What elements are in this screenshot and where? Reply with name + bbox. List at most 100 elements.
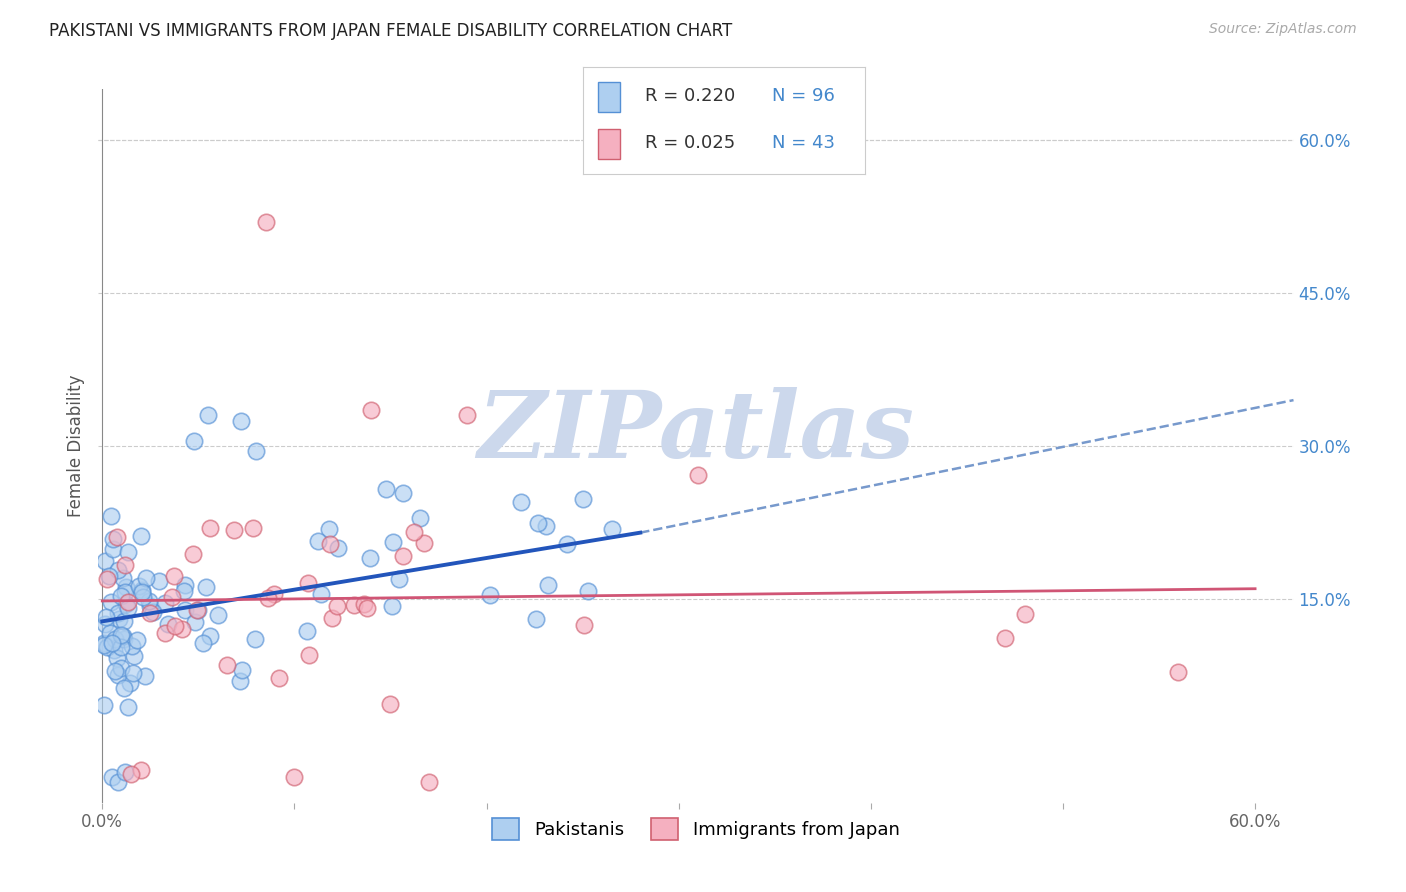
Point [231, 663, 253, 677]
Point [254, 215, 277, 229]
Point [114, 584, 136, 599]
Point [134, 668, 156, 682]
Point [132, 591, 155, 605]
Text: N = 96: N = 96 [772, 87, 835, 105]
Point [93, 639, 115, 653]
Point [172, 622, 194, 636]
Point [163, 568, 186, 582]
Point [359, 551, 381, 566]
Text: N = 43: N = 43 [772, 135, 835, 153]
Point [456, 409, 478, 423]
Point [117, 595, 139, 609]
Point [101, 542, 124, 557]
Point [510, 495, 533, 509]
Point [342, 599, 364, 613]
Point [392, 486, 415, 500]
Point [356, 600, 378, 615]
Point [197, 409, 219, 423]
Y-axis label: Female Disability: Female Disability [66, 375, 84, 517]
Point [572, 491, 595, 506]
Point [110, 589, 132, 603]
Point [118, 676, 141, 690]
Point [267, 671, 290, 685]
Point [117, 699, 139, 714]
Point [198, 629, 221, 643]
Point [112, 615, 135, 629]
Point [194, 580, 217, 594]
Point [409, 511, 432, 525]
Point [108, 612, 131, 626]
Point [391, 549, 413, 564]
Point [686, 467, 709, 482]
Point [112, 681, 135, 695]
Point [263, 587, 285, 601]
Point [117, 544, 139, 558]
Point [112, 629, 135, 643]
Point [994, 631, 1017, 645]
Point [537, 578, 560, 592]
Point [112, 632, 135, 646]
Point [326, 541, 349, 555]
Point [321, 611, 343, 625]
Point [93, 698, 115, 712]
Point [215, 658, 238, 673]
Point [536, 519, 558, 533]
Point [114, 558, 136, 573]
Point [100, 595, 122, 609]
Point [138, 593, 160, 607]
Point [198, 520, 221, 534]
Point [207, 607, 229, 622]
Point [222, 523, 245, 537]
Point [413, 536, 436, 550]
Text: R = 0.220: R = 0.220 [645, 87, 735, 105]
Point [173, 584, 195, 599]
Point [94, 609, 117, 624]
Point [479, 588, 502, 602]
Point [381, 534, 404, 549]
Point [186, 603, 208, 617]
Point [326, 599, 349, 613]
Point [101, 770, 124, 784]
Point [318, 522, 340, 536]
Point [311, 587, 333, 601]
Point [105, 650, 128, 665]
Point [183, 547, 205, 561]
Point [298, 648, 321, 662]
Point [245, 444, 267, 458]
Text: R = 0.025: R = 0.025 [645, 135, 735, 153]
Point [117, 600, 139, 615]
Point [576, 583, 599, 598]
Point [156, 616, 179, 631]
Point [142, 605, 165, 619]
Point [107, 563, 129, 577]
Point [110, 628, 132, 642]
Point [360, 403, 382, 417]
Point [526, 612, 548, 626]
Point [135, 571, 157, 585]
Point [125, 632, 148, 647]
Point [555, 537, 578, 551]
Point [374, 483, 396, 497]
Point [319, 537, 342, 551]
Point [115, 580, 138, 594]
Point [572, 618, 595, 632]
Point [1167, 665, 1189, 680]
Point [184, 615, 207, 629]
Point [103, 533, 125, 547]
Point [94, 554, 117, 568]
Point [122, 648, 145, 663]
Text: ZIPatlas: ZIPatlas [478, 387, 914, 476]
Point [380, 599, 402, 613]
Point [98, 626, 121, 640]
Point [96, 572, 118, 586]
Point [105, 530, 128, 544]
Point [139, 607, 162, 621]
Point [122, 666, 145, 681]
Point [174, 603, 197, 617]
Point [139, 599, 162, 614]
Point [107, 606, 129, 620]
Point [121, 639, 143, 653]
Point [307, 533, 329, 548]
Point [404, 524, 426, 539]
Text: Source: ZipAtlas.com: Source: ZipAtlas.com [1209, 22, 1357, 37]
